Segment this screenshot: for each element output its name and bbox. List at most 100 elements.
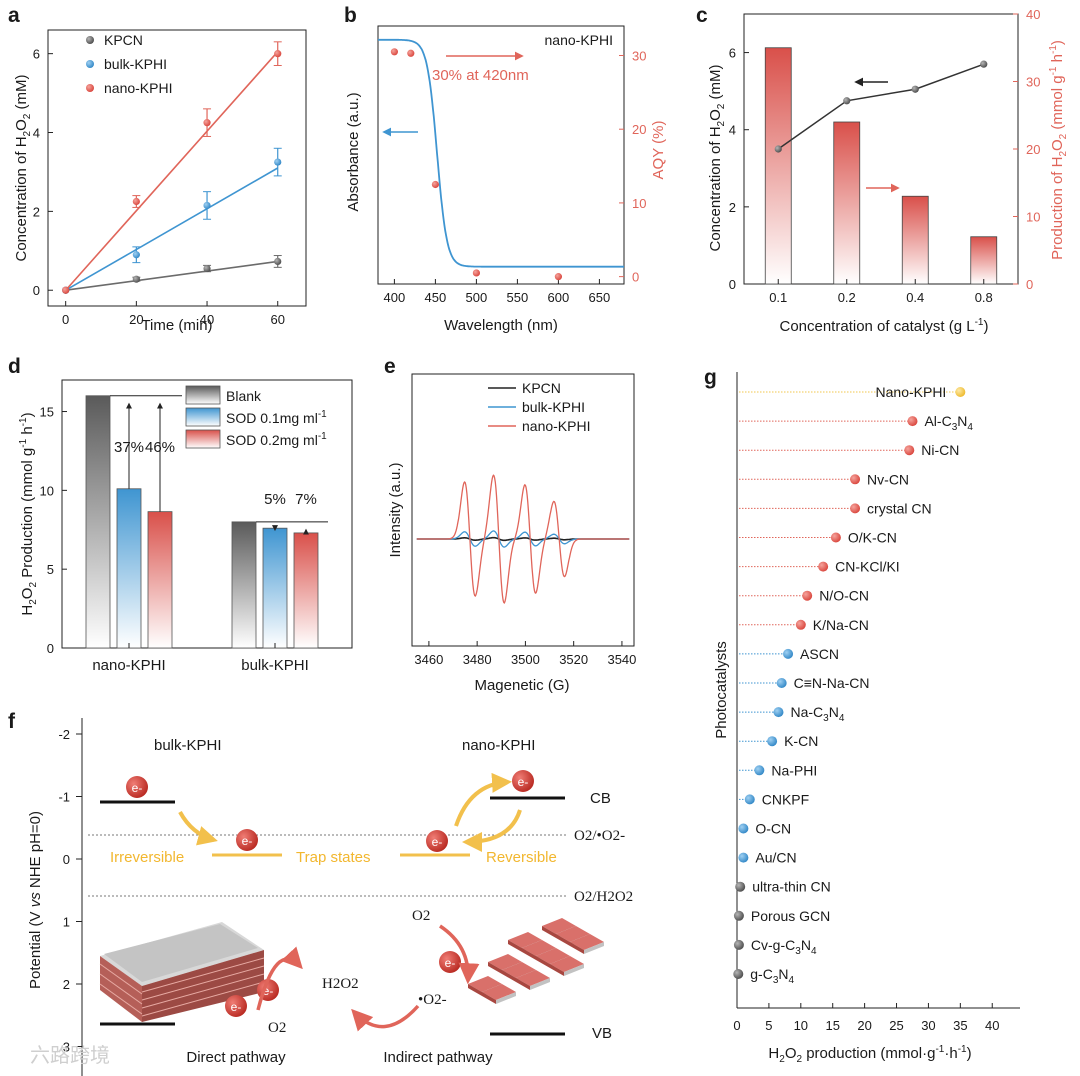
plot-frame-a bbox=[47, 29, 307, 307]
y-tick-label-c: 0 bbox=[729, 277, 736, 292]
catalyst-label: Cv-g-C3N4 bbox=[751, 937, 817, 957]
x-axis-title-b: Wavelength (nm) bbox=[444, 317, 558, 334]
y-tick-label-right-c: 30 bbox=[1026, 75, 1040, 90]
y-tick-label-c: 4 bbox=[729, 123, 736, 138]
legend-label-bulk-KPHI: bulk-KPHI bbox=[522, 399, 585, 415]
svg-text:e-: e- bbox=[432, 835, 443, 849]
nano-flake-side bbox=[570, 942, 584, 954]
catalyst-label: K/Na-CN bbox=[813, 617, 869, 633]
fit-line-bulk-KPHI bbox=[65, 167, 279, 291]
legend-swatch-SOD 0.2mg ml-1 bbox=[185, 429, 221, 449]
irreversible-label: Irreversible bbox=[110, 849, 184, 866]
production-bar bbox=[764, 47, 792, 285]
legend-label-bulk-KPHI: bulk-KPHI bbox=[104, 56, 167, 72]
nano-flake-side bbox=[508, 940, 522, 952]
x-tick-label-a: 0 bbox=[62, 312, 69, 327]
x-tick-label-c: 0.8 bbox=[975, 290, 993, 305]
electron-nano-cb: e- bbox=[512, 770, 534, 792]
axis-ticks-b: 400 450 500 550 600 650 0 10 20 30 bbox=[384, 48, 647, 305]
electron-trap-right: e- bbox=[426, 830, 448, 852]
o2-h2o2-label: O2/H2O2 bbox=[574, 889, 633, 905]
data-point-nano-KPHI bbox=[203, 119, 211, 127]
nano-flake-side bbox=[584, 942, 604, 954]
catalyst-label: ASCN bbox=[800, 646, 839, 662]
potential-tick-label: -1 bbox=[58, 790, 70, 805]
x-tick-label-e: 3500 bbox=[511, 652, 540, 667]
concentration-point bbox=[911, 85, 919, 93]
cb-label: CB bbox=[590, 790, 611, 807]
legend-marker-bulk-KPHI bbox=[86, 60, 94, 68]
legend-d: Blank SOD 0.1mg ml-1 SOD 0.2mg ml-1 bbox=[185, 385, 327, 449]
panel-f: f -2 -1 0 1 2 3 Potential (V vs NHE pH=0) bul… bbox=[8, 710, 633, 1076]
panel-letter-g: g bbox=[704, 366, 717, 389]
svg-text:e-: e- bbox=[518, 775, 529, 789]
epr-spectrum-nano-KPHI bbox=[416, 474, 630, 604]
direct-pathway-arrow bbox=[256, 946, 303, 1011]
lollipop-point bbox=[733, 939, 744, 950]
data-point-nano-KPHI bbox=[132, 197, 140, 206]
lollipop-point bbox=[802, 590, 813, 601]
legend-swatch-Blank bbox=[185, 385, 221, 405]
series-label-b: nano-KPHI bbox=[545, 32, 613, 48]
x-tick-label-g: 40 bbox=[985, 1018, 999, 1033]
plot-frame-e bbox=[411, 373, 635, 647]
percent-label-sod-low: 37% bbox=[114, 439, 144, 456]
potential-tick-label: -2 bbox=[58, 727, 70, 742]
nano-flake-top bbox=[516, 970, 550, 986]
fit-line-KPCN bbox=[65, 260, 278, 292]
concentration-point bbox=[774, 145, 782, 153]
nano-flake-side bbox=[550, 964, 564, 976]
production-bar bbox=[970, 236, 998, 285]
catalyst-label: crystal CN bbox=[867, 500, 932, 516]
catalyst-label: N/O-CN bbox=[819, 588, 869, 604]
data-point-nano-KPHI bbox=[62, 286, 70, 294]
potential-axis-ticks: -2 -1 0 1 2 3 bbox=[58, 727, 82, 1055]
axis-ticks-a: 0 20 40 60 0 2 4 6 bbox=[33, 47, 285, 327]
bar-SOD 0.1mg ml-1 bbox=[262, 527, 288, 649]
legend-label-nano-KPHI: nano-KPHI bbox=[104, 80, 172, 96]
percent-label-sod-high: 46% bbox=[145, 439, 175, 456]
data-point-KPCN bbox=[203, 264, 211, 273]
x-tick-label-b: 400 bbox=[384, 290, 406, 305]
y-tick-label-right-b: 10 bbox=[632, 196, 646, 211]
fit-line-nano-KPHI bbox=[65, 51, 279, 291]
svg-text:e-: e- bbox=[132, 781, 143, 795]
y-tick-label-right-c: 0 bbox=[1026, 277, 1033, 292]
potential-tick-label: 1 bbox=[63, 915, 70, 930]
percent-label-sod-high: 7% bbox=[295, 491, 317, 508]
x-tick-label-e: 3540 bbox=[607, 652, 636, 667]
plot-frame-d bbox=[61, 379, 353, 649]
nano-flake-top bbox=[502, 962, 536, 978]
nano-flake-side bbox=[522, 948, 536, 960]
x-tick-label-a: 40 bbox=[200, 312, 214, 327]
lollipop-point bbox=[850, 503, 861, 514]
legend-swatch-SOD 0.1mg ml-1 bbox=[185, 407, 221, 427]
y-tick-label-a: 4 bbox=[33, 126, 40, 141]
catalyst-label: Nv-CN bbox=[867, 471, 909, 487]
panel-b: b 400 450 500 550 600 650 0 10 20 30 nano-KPHI 30… bbox=[344, 4, 667, 334]
x-tick-label-e: 3460 bbox=[414, 652, 443, 667]
nano-flake-side bbox=[564, 964, 584, 976]
y-axis-title-right-b: AQY (%) bbox=[650, 121, 667, 180]
svg-text:e-: e- bbox=[242, 834, 253, 848]
x-tick-label-b: 650 bbox=[589, 290, 611, 305]
x-tick-label-c: 0.1 bbox=[769, 290, 787, 305]
h2o2-label: H2O2 bbox=[322, 976, 359, 992]
legend-a: KPCN bulk-KPHI nano-KPHI bbox=[86, 32, 172, 96]
production-bar bbox=[901, 195, 929, 285]
x-tick-label-g: 0 bbox=[733, 1018, 740, 1033]
catalyst-label: O/K-CN bbox=[848, 530, 897, 546]
bar-SOD 0.2mg ml-1 bbox=[293, 532, 319, 649]
y-tick-label-d: 15 bbox=[40, 405, 54, 420]
panel-g: g Nano-KPHI Al-C3N4 Ni-CN Nv-CN crystal CN O/… bbox=[704, 366, 1020, 1065]
concentration-point bbox=[980, 60, 988, 68]
legend-label-nano-KPHI: nano-KPHI bbox=[522, 418, 590, 434]
panel-letter-e: e bbox=[384, 355, 396, 378]
reversible-down-arrow bbox=[462, 809, 522, 852]
aqy-point bbox=[390, 48, 398, 56]
potential-tick-label: 0 bbox=[63, 852, 70, 867]
x-tick-label-g: 25 bbox=[889, 1018, 903, 1033]
y-tick-label-right-b: 0 bbox=[632, 270, 639, 285]
catalyst-label: Nano-KPHI bbox=[876, 384, 947, 400]
nano-flake-side bbox=[468, 984, 482, 996]
